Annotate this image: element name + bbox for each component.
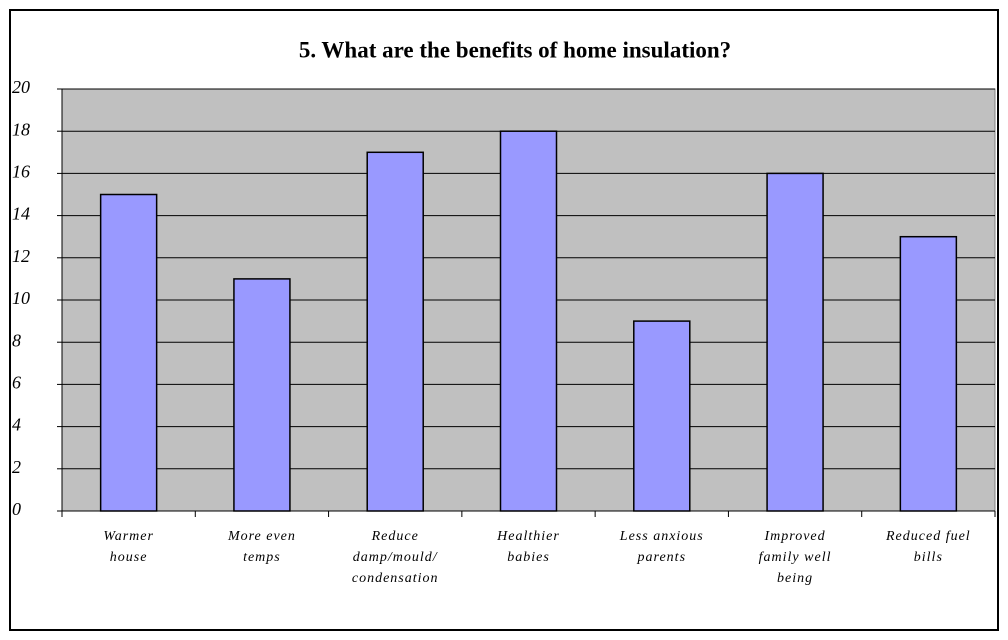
y-tick-label: 4: [12, 415, 21, 435]
y-tick-label: 2: [12, 457, 21, 477]
bar: [99, 193, 158, 512]
x-tick-label: More even temps: [227, 529, 296, 565]
y-tick-label: 6: [12, 373, 21, 393]
y-tick-label: 8: [12, 330, 21, 350]
bar: [366, 151, 424, 512]
y-tick-label: 18: [12, 119, 30, 139]
bar: [499, 130, 558, 512]
bar: [233, 278, 291, 512]
chart-title: 5. What are the benefits of home insulat…: [299, 37, 731, 62]
x-tick-label: Reduce damp/mould/condensation: [352, 529, 439, 586]
bar: [633, 320, 691, 512]
x-tick-label: Warmer house: [103, 529, 154, 565]
y-tick-label: 16: [12, 162, 30, 182]
x-tick-label: Healthier babies: [496, 529, 560, 565]
y-tick-label: 10: [12, 288, 30, 308]
x-tick-label: Improved family well being: [759, 529, 832, 586]
y-tick-label: 12: [12, 246, 30, 266]
x-tick-label: Reduced fuel bills: [885, 529, 971, 565]
y-tick-label: 14: [12, 204, 30, 224]
y-tick-label: 0: [12, 499, 21, 519]
y-tick-label: 20: [12, 77, 30, 97]
bar: [766, 172, 824, 512]
bar: [899, 235, 958, 512]
x-tick-label: Less anxious parents: [619, 529, 704, 565]
